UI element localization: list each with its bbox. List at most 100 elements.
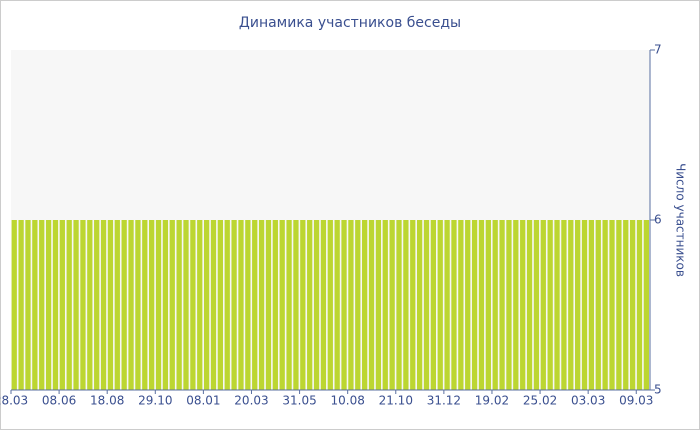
- chart-title: Динамика участников беседы: [239, 15, 461, 31]
- bar: [149, 220, 155, 390]
- bar: [554, 220, 560, 390]
- bar: [313, 220, 320, 390]
- bar: [114, 220, 120, 390]
- bar: [169, 220, 175, 390]
- bar: [355, 220, 361, 390]
- bar: [492, 220, 498, 390]
- bar: [382, 220, 388, 390]
- bar: [458, 220, 464, 390]
- bar: [210, 220, 217, 390]
- bar: [258, 220, 265, 390]
- bar: [485, 220, 491, 390]
- bar: [403, 220, 409, 390]
- bar: [300, 220, 306, 390]
- bar: [45, 220, 52, 390]
- bar: [623, 220, 629, 390]
- bar: [629, 220, 636, 390]
- bar: [465, 220, 471, 390]
- y-tick-label: 7: [654, 43, 662, 57]
- bar: [533, 220, 540, 390]
- bar: [327, 220, 333, 390]
- bar: [341, 220, 347, 390]
- x-tick-label: 08.06: [42, 394, 76, 408]
- y-tick-label: 5: [654, 383, 662, 397]
- bar: [368, 220, 375, 390]
- bar: [293, 220, 299, 390]
- bar: [396, 220, 402, 390]
- bar: [478, 220, 485, 390]
- bar: [52, 220, 59, 390]
- bar: [643, 220, 649, 390]
- bar: [423, 220, 430, 390]
- bar: [224, 220, 230, 390]
- bar: [526, 220, 533, 390]
- bar: [135, 220, 141, 390]
- bar: [59, 220, 65, 390]
- bar: [320, 220, 327, 390]
- x-tick-label: 10.08: [330, 394, 364, 408]
- bar: [73, 220, 79, 390]
- bar: [39, 220, 45, 390]
- bar: [25, 220, 31, 390]
- x-tick-label: 19.02: [475, 394, 509, 408]
- bar: [513, 220, 519, 390]
- bar: [94, 220, 100, 390]
- bar: [11, 220, 17, 390]
- bar: [389, 220, 395, 390]
- bar: [547, 220, 553, 390]
- bar: [588, 220, 595, 390]
- bar: [155, 220, 162, 390]
- bar: [238, 220, 244, 390]
- bar: [362, 220, 368, 390]
- bar: [217, 220, 223, 390]
- bar: [451, 220, 457, 390]
- bar: [568, 220, 574, 390]
- bar: [279, 220, 285, 390]
- x-tick-label: 09.03: [619, 394, 653, 408]
- bar: [80, 220, 86, 390]
- bar: [561, 220, 567, 390]
- bar: [245, 220, 251, 390]
- bar: [499, 220, 505, 390]
- bar: [197, 220, 203, 390]
- bar: [128, 220, 134, 390]
- bar: [520, 220, 526, 390]
- bar: [471, 220, 478, 390]
- bar: [231, 220, 237, 390]
- bar: [375, 220, 382, 390]
- bar: [581, 220, 588, 390]
- bar: [430, 220, 436, 390]
- x-tick-label: 21.10: [379, 394, 413, 408]
- x-tick-label: 20.03: [234, 394, 268, 408]
- x-tick-label: 03.03: [571, 394, 605, 408]
- bar: [286, 220, 292, 390]
- bar: [252, 220, 258, 390]
- bar: [410, 220, 416, 390]
- bar: [307, 220, 313, 390]
- bar: [437, 220, 443, 390]
- y-axis-label: Число участников: [674, 163, 688, 277]
- bar: [265, 220, 272, 390]
- bar: [87, 220, 93, 390]
- bar: [32, 220, 38, 390]
- bar: [18, 220, 24, 390]
- bar: [272, 220, 278, 390]
- bar: [575, 220, 581, 390]
- y-tick-label: 6: [654, 213, 662, 227]
- bar: [107, 220, 114, 390]
- x-tick-label: 31.12: [427, 394, 461, 408]
- bar: [121, 220, 127, 390]
- bar: [348, 220, 354, 390]
- bar: [616, 220, 622, 390]
- bar: [334, 220, 340, 390]
- x-tick-label: 08.01: [186, 394, 220, 408]
- bar: [609, 220, 615, 390]
- x-tick-label: 28.03: [0, 394, 28, 408]
- bar: [190, 220, 196, 390]
- bar: [176, 220, 182, 390]
- bar: [540, 220, 546, 390]
- bar: [100, 220, 107, 390]
- bar: [203, 220, 210, 390]
- x-tick-label: 31.05: [282, 394, 316, 408]
